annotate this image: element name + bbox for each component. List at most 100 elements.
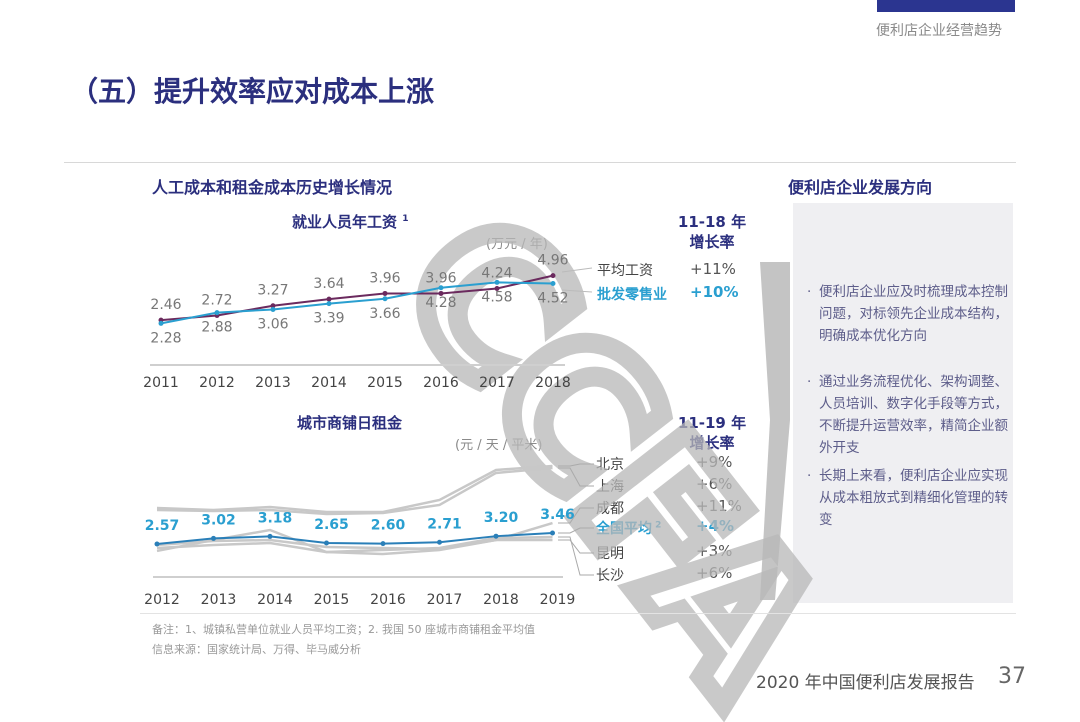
data-point <box>326 296 332 302</box>
growth-retail-wage: +10% <box>690 283 739 301</box>
data-label: 4.24 <box>481 265 512 281</box>
data-point <box>438 290 444 296</box>
x-tick-label: 2014 <box>257 592 293 608</box>
data-label: 3.39 <box>313 311 344 327</box>
series-line <box>156 538 553 551</box>
data-label: 3.27 <box>257 283 288 299</box>
data-label: 3.18 <box>258 510 293 526</box>
data-label: 4.96 <box>537 253 568 269</box>
data-label: 2.60 <box>371 518 406 534</box>
rent-growth-header: 11-19 年增长率 <box>677 414 747 452</box>
series-line <box>160 274 554 322</box>
direction-panel: · 便利店企业应及时梳理成本控制问题，对标领先企业成本结构，明确成本优化方向 · 通… <box>793 203 1013 603</box>
leader-line <box>558 527 594 534</box>
legend-avg-wage: 平均工资 <box>597 263 653 279</box>
x-tick-label: 2017 <box>427 592 463 608</box>
divider <box>64 162 1016 163</box>
data-label: 2.88 <box>201 320 232 336</box>
legend-2: 上海 <box>596 479 624 495</box>
series-line <box>156 466 553 516</box>
x-tick-label: 2016 <box>370 592 406 608</box>
leader-line <box>561 267 593 273</box>
x-tick-label: 2014 <box>311 375 347 391</box>
rent-chart-title: 城市商铺日租金 <box>297 414 403 432</box>
growth-rate-3: +11% <box>696 497 742 515</box>
wage-unit: (万元 / 年) <box>486 237 548 252</box>
data-point <box>326 301 332 307</box>
report-name: 2020 年中国便利店发展报告 <box>756 673 975 693</box>
growth-rate-6: +6% <box>696 564 733 582</box>
leader-line <box>558 536 594 576</box>
data-label: 3.20 <box>484 510 519 526</box>
legend-4: 全国平均 2 <box>596 520 662 537</box>
data-label: 3.06 <box>257 316 288 332</box>
data-point <box>382 296 388 302</box>
data-point <box>550 273 556 279</box>
data-label: 3.64 <box>313 276 344 292</box>
leader-line <box>561 289 593 293</box>
data-point <box>550 280 556 286</box>
notes-divider <box>140 613 1016 614</box>
rent-chart: 2012 2013 2014 2015 2016 2017 2018 2019 2.57 3.02… <box>144 463 594 608</box>
data-label: 2.46 <box>150 297 181 313</box>
data-point <box>494 279 500 285</box>
data-point <box>437 539 442 545</box>
data-point <box>493 533 499 539</box>
top-accent-bar <box>877 0 1015 12</box>
note-remark: 备注：1、城镇私营单位就业人员平均工资；2. 我国 50 座城市商铺租金平均值 <box>152 623 535 636</box>
section-label: 便利店企业经营趋势 <box>876 23 1002 39</box>
data-point <box>270 303 276 309</box>
data-label: 3.96 <box>425 270 456 286</box>
growth-avg-wage: +11% <box>690 260 736 278</box>
data-point <box>550 530 555 536</box>
x-tick-label: 2015 <box>314 592 350 608</box>
x-tick-label: 2015 <box>367 375 403 391</box>
legend-5: 昆明 <box>596 546 624 562</box>
wage-chart: 2011 2012 2013 2014 2015 2016 2017 2018 2.46 2.72… <box>143 253 593 391</box>
bullet-1: · 便利店企业应及时梳理成本控制问题，对标领先企业成本结构，明确成本优化方向 <box>807 284 1008 344</box>
x-tick-label: 2013 <box>255 375 291 391</box>
growth-rate-4: +4% <box>696 517 735 535</box>
data-point <box>214 310 220 316</box>
rent-unit: (元 / 天 / 平米) <box>455 438 543 453</box>
data-label: 2.72 <box>201 293 232 309</box>
x-tick-label: 2018 <box>535 375 571 391</box>
x-tick-label: 2012 <box>144 592 180 608</box>
data-label: 3.66 <box>369 306 400 322</box>
wage-growth-header: 11-18 年增长率 <box>677 213 747 251</box>
x-tick-label: 2012 <box>199 375 235 391</box>
bullet-3: · 长期上来看，便利店企业应实现从成本粗放式到精细化管理的转变 <box>807 468 1008 528</box>
x-tick-label: 2016 <box>423 375 459 391</box>
leader-line <box>558 463 594 467</box>
data-point <box>154 541 160 547</box>
leader-line <box>558 539 594 554</box>
data-label: 2.57 <box>145 518 180 534</box>
leader-line <box>558 467 594 487</box>
data-label: 3.96 <box>369 270 400 286</box>
right-heading: 便利店企业发展方向 <box>788 178 933 197</box>
data-point <box>438 285 444 291</box>
series-line <box>156 531 553 545</box>
page-title: （五）提升效率应对成本上涨 <box>70 75 435 108</box>
leader-line <box>558 507 594 524</box>
data-point <box>158 320 164 326</box>
wage-chart-title: 就业人员年工资 1 <box>292 213 409 231</box>
growth-rate-1: +9% <box>696 453 733 471</box>
data-label: 4.58 <box>481 289 512 305</box>
data-label: 4.28 <box>425 295 456 311</box>
series-line <box>156 464 553 514</box>
growth-rate-2: +6% <box>696 475 733 493</box>
left-heading: 人工成本和租金成本历史增长情况 <box>152 178 393 197</box>
page-number: 37 <box>998 664 1026 689</box>
x-tick-label: 2011 <box>143 375 179 391</box>
legend-retail-wage: 批发零售业 <box>597 287 667 303</box>
series-line <box>156 535 553 554</box>
arrow-chevron-shape <box>760 262 790 600</box>
data-point <box>267 533 273 539</box>
legend-6: 长沙 <box>596 568 624 584</box>
data-label: 4.52 <box>537 290 568 306</box>
note-source: 信息来源：国家统计局、万得、毕马威分析 <box>152 643 361 656</box>
x-tick-label: 2018 <box>483 592 519 608</box>
